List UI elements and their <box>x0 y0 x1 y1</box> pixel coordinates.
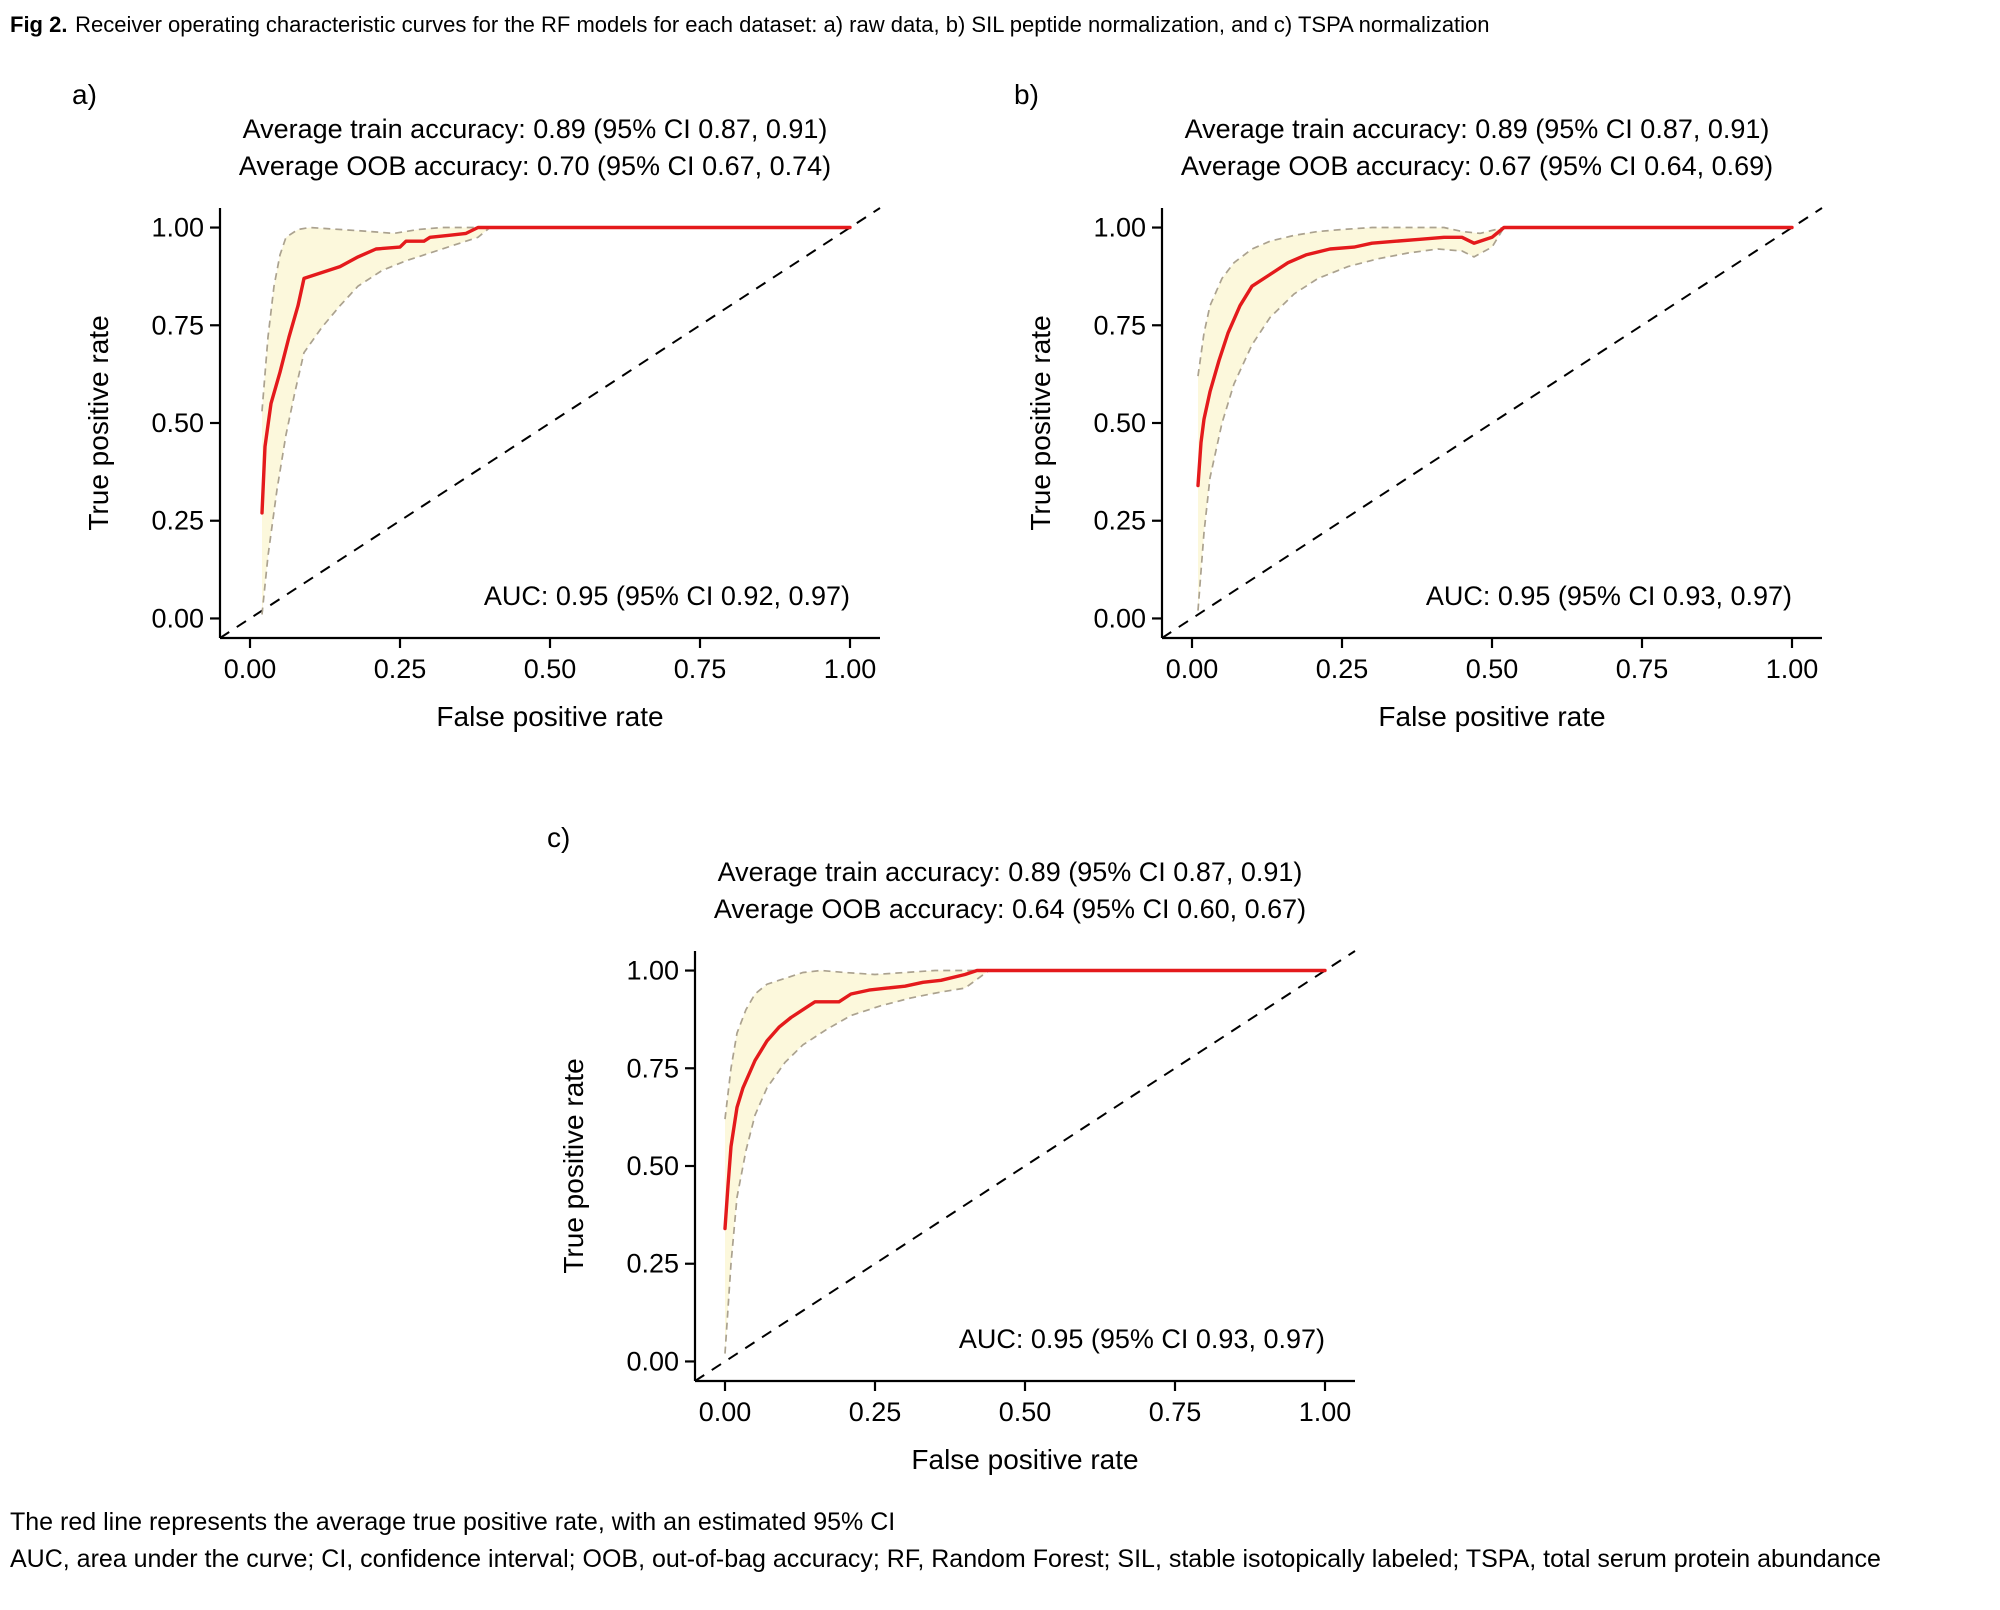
auc-annotation: AUC: 0.95 (95% CI 0.92, 0.97) <box>484 581 850 611</box>
figure-title: Fig 2. Receiver operating characteristic … <box>10 12 1490 38</box>
mean-roc-line <box>1196 225 1794 488</box>
ci-upper-line <box>261 226 850 412</box>
y-axis-label: True positive rate <box>1025 315 1056 530</box>
y-tick-label: 0.00 <box>151 603 204 633</box>
x-tick-label: 1.00 <box>824 654 877 684</box>
figure-number: Fig 2. <box>10 12 68 37</box>
x-tick-label: 0.75 <box>1616 654 1669 684</box>
x-tick-label: 0.25 <box>374 654 427 684</box>
plot-layers: 0.00 0.00 0.25 0.25 0.50 0.50 0.75 0.75 1.00 1.00 <box>151 207 881 684</box>
x-axis-label: False positive rate <box>911 1444 1138 1475</box>
train-accuracy-annotation: Average train accuracy: 0.89 (95% CI 0.8… <box>1184 114 1770 144</box>
y-tick-label: 0.00 <box>1093 603 1146 633</box>
annotation-block-b: Average train accuracy: 0.89 (95% CI 0.8… <box>1162 111 1792 185</box>
auc-annotation: AUC: 0.95 (95% CI 0.93, 0.97) <box>1426 581 1792 611</box>
x-tick-label: 0.00 <box>1166 654 1219 684</box>
panel-a: a) Average train accuracy: 0.89 (95% CI … <box>70 75 960 775</box>
train-accuracy-annotation: Average train accuracy: 0.89 (95% CI 0.8… <box>717 857 1303 887</box>
x-axis-label: False positive rate <box>1378 701 1605 732</box>
roc-plot-c: 0.00 0.00 0.25 0.25 0.50 0.50 0.75 0.75 1.00 1.00… <box>558 950 1356 1475</box>
mean-roc-line <box>260 225 852 515</box>
y-tick-label: 0.75 <box>1093 310 1146 340</box>
annotation-block-c: Average train accuracy: 0.89 (95% CI 0.8… <box>695 854 1325 928</box>
panel-b: b) Average train accuracy: 0.89 (95% CI … <box>1012 75 1902 775</box>
x-tick-label: 0.75 <box>1149 1397 1202 1427</box>
y-tick-label: 0.25 <box>151 506 204 536</box>
y-tick-label: 1.00 <box>626 956 679 986</box>
x-axis-label: False positive rate <box>436 701 663 732</box>
x-tick-label: 0.25 <box>1316 654 1369 684</box>
y-tick-label: 0.25 <box>1093 506 1146 536</box>
y-tick-label: 0.75 <box>626 1053 679 1083</box>
x-tick-label: 0.75 <box>674 654 727 684</box>
ci-upper-line <box>1197 226 1792 377</box>
plot-layers: 0.00 0.00 0.25 0.25 0.50 0.50 0.75 0.75 1.00 1.00 <box>1093 207 1823 684</box>
panel-label-b: b) <box>1014 79 1039 110</box>
ci-upper-line <box>724 969 1325 1120</box>
figure-caption: Receiver operating characteristic curves… <box>75 12 1490 37</box>
train-accuracy-annotation: Average train accuracy: 0.89 (95% CI 0.8… <box>242 114 828 144</box>
x-tick-label: 1.00 <box>1299 1397 1352 1427</box>
y-axis-label: True positive rate <box>83 315 114 530</box>
y-tick-label: 1.00 <box>1093 213 1146 243</box>
roc-plot-b: 0.00 0.00 0.25 0.25 0.50 0.50 0.75 0.75 1.00 1.00… <box>1025 207 1823 732</box>
footnote-2: AUC, area under the curve; CI, confidenc… <box>10 1545 1881 1573</box>
panel-label-a: a) <box>72 79 97 110</box>
ci-lower-line <box>261 226 850 615</box>
ci-lower-line <box>724 969 1325 1354</box>
auc-annotation: AUC: 0.95 (95% CI 0.93, 0.97) <box>959 1324 1325 1354</box>
ci-band <box>725 970 1325 1354</box>
y-tick-label: 0.50 <box>1093 408 1146 438</box>
ci-lower-line <box>1197 226 1792 611</box>
mean-roc-line <box>723 968 1327 1231</box>
oob-accuracy-annotation: Average OOB accuracy: 0.64 (95% CI 0.60,… <box>713 894 1307 924</box>
footnote-1: The red line represents the average true… <box>10 1508 896 1536</box>
oob-accuracy-annotation: Average OOB accuracy: 0.70 (95% CI 0.67,… <box>238 151 832 181</box>
x-tick-label: 0.00 <box>224 654 277 684</box>
y-tick-label: 0.50 <box>626 1151 679 1181</box>
ci-band <box>1198 227 1792 611</box>
x-tick-label: 0.50 <box>524 654 577 684</box>
y-tick-label: 0.75 <box>151 310 204 340</box>
ci-band <box>262 227 850 615</box>
x-tick-label: 0.00 <box>699 1397 752 1427</box>
plot-layers: 0.00 0.00 0.25 0.25 0.50 0.50 0.75 0.75 1.00 1.00 <box>626 950 1356 1427</box>
y-axis-label: True positive rate <box>558 1058 589 1273</box>
y-tick-label: 0.50 <box>151 408 204 438</box>
x-tick-label: 0.50 <box>1466 654 1519 684</box>
y-tick-label: 1.00 <box>151 213 204 243</box>
y-tick-label: 0.25 <box>626 1249 679 1279</box>
panel-label-c: c) <box>547 822 571 853</box>
x-tick-label: 0.50 <box>999 1397 1052 1427</box>
annotation-block-a: Average train accuracy: 0.89 (95% CI 0.8… <box>220 111 850 185</box>
panel-c: c) Average train accuracy: 0.89 (95% CI … <box>545 818 1435 1518</box>
x-tick-label: 0.25 <box>849 1397 902 1427</box>
y-tick-label: 0.00 <box>626 1346 679 1376</box>
roc-plot-a: 0.00 0.00 0.25 0.25 0.50 0.50 0.75 0.75 1.00 1.00… <box>83 207 881 732</box>
x-tick-label: 1.00 <box>1766 654 1819 684</box>
oob-accuracy-annotation: Average OOB accuracy: 0.67 (95% CI 0.64,… <box>1180 151 1774 181</box>
